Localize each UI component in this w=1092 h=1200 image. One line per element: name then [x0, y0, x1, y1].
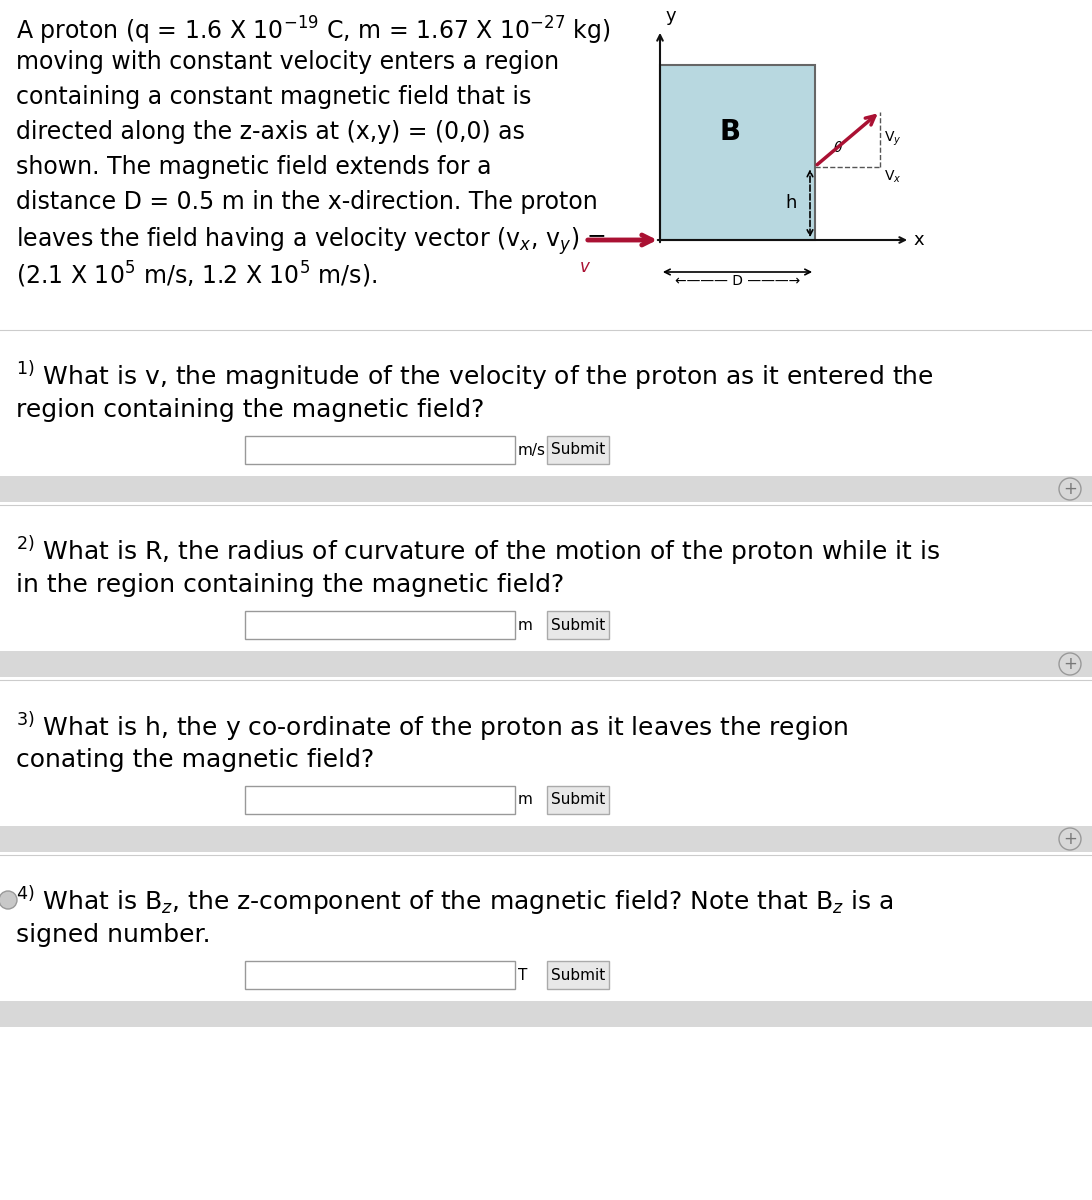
- Text: +: +: [1064, 655, 1077, 673]
- Text: v: v: [580, 258, 590, 276]
- Text: x: x: [913, 230, 924, 248]
- Circle shape: [0, 890, 17, 910]
- Text: m: m: [518, 792, 533, 808]
- Text: $^{3)}$ What is h, the y co-ordinate of the proton as it leaves the region: $^{3)}$ What is h, the y co-ordinate of …: [16, 710, 848, 744]
- Bar: [547, 786, 609, 814]
- Text: conating the magnetic field?: conating the magnetic field?: [16, 748, 375, 772]
- Text: directed along the z-axis at (x,y) = (0,0) as: directed along the z-axis at (x,y) = (0,…: [16, 120, 525, 144]
- Bar: [0, 1001, 1092, 1027]
- Text: m: m: [518, 618, 533, 632]
- Text: containing a constant magnetic field that is: containing a constant magnetic field tha…: [16, 85, 532, 109]
- Bar: [245, 611, 515, 638]
- Text: Submit: Submit: [550, 967, 605, 983]
- Text: moving with constant velocity enters a region: moving with constant velocity enters a r…: [16, 50, 559, 74]
- Text: leaves the field having a velocity vector (v$_{x}$, v$_{y}$) =: leaves the field having a velocity vecto…: [16, 226, 606, 257]
- Text: y: y: [666, 7, 677, 25]
- Bar: [547, 961, 609, 989]
- Text: signed number.: signed number.: [16, 923, 211, 947]
- Text: Submit: Submit: [550, 618, 605, 632]
- Text: h: h: [785, 194, 797, 212]
- Text: in the region containing the magnetic field?: in the region containing the magnetic fi…: [16, 572, 565, 596]
- Text: A proton (q = 1.6 X 10$^{-19}$ C, m = 1.67 X 10$^{-27}$ kg): A proton (q = 1.6 X 10$^{-19}$ C, m = 1.…: [16, 14, 610, 47]
- Text: +: +: [1064, 830, 1077, 848]
- Bar: [0, 476, 1092, 502]
- Text: ←——— D ———→: ←——— D ———→: [675, 274, 800, 288]
- Bar: [245, 961, 515, 989]
- Text: T: T: [518, 967, 527, 983]
- Text: $\theta$: $\theta$: [833, 139, 843, 155]
- Bar: [245, 786, 515, 814]
- Text: Submit: Submit: [550, 792, 605, 808]
- Text: distance D = 0.5 m in the x-direction. The proton: distance D = 0.5 m in the x-direction. T…: [16, 190, 597, 214]
- Text: $^{4)}$ What is B$_{z}$, the z-component of the magnetic field? Note that B$_{z}: $^{4)}$ What is B$_{z}$, the z-component…: [16, 886, 893, 918]
- Text: +: +: [1064, 480, 1077, 498]
- Bar: [660, 65, 815, 240]
- Text: (2.1 X 10$^5$ m/s, 1.2 X 10$^5$ m/s).: (2.1 X 10$^5$ m/s, 1.2 X 10$^5$ m/s).: [16, 260, 377, 290]
- Bar: [547, 436, 609, 464]
- Text: region containing the magnetic field?: region containing the magnetic field?: [16, 398, 485, 422]
- Bar: [0, 826, 1092, 852]
- Text: V$_y$: V$_y$: [885, 130, 902, 148]
- Text: m/s: m/s: [518, 443, 546, 457]
- Text: B: B: [720, 118, 740, 145]
- Bar: [0, 650, 1092, 677]
- Text: $^{1)}$ What is v, the magnitude of the velocity of the proton as it entered the: $^{1)}$ What is v, the magnitude of the …: [16, 360, 934, 394]
- Bar: [245, 436, 515, 464]
- Bar: [547, 611, 609, 638]
- Text: $^{2)}$ What is R, the radius of curvature of the motion of the proton while it : $^{2)}$ What is R, the radius of curvatu…: [16, 535, 940, 569]
- Text: shown. The magnetic field extends for a: shown. The magnetic field extends for a: [16, 155, 491, 179]
- Text: V$_x$: V$_x$: [885, 168, 902, 185]
- Text: Submit: Submit: [550, 443, 605, 457]
